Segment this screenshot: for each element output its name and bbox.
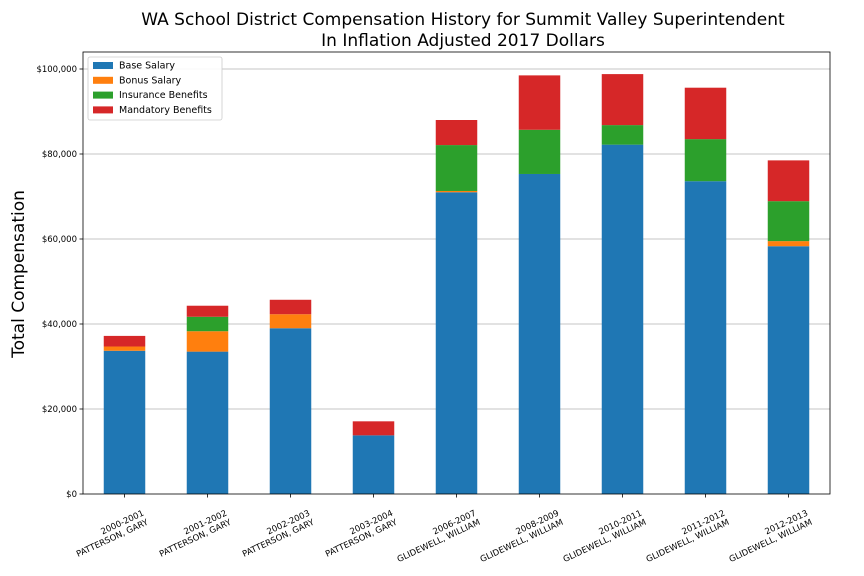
bar-segment [435,190,478,193]
x-tick-label: 2011-2012GLIDEWELL, WILLIAM [641,509,731,565]
x-tick-label: 2012-2013GLIDEWELL, WILLIAM [724,509,814,565]
x-ticks: 2000-2001PATTERSON, GARY 2001-2002PATTERS… [71,494,814,565]
bar-segment [601,125,644,145]
y-tick-label: $40,000 [42,320,77,330]
bar-segment [435,192,478,494]
legend-swatch [93,106,113,114]
bar-segment [352,421,395,436]
bar-segment [435,145,478,191]
bar-segment [352,435,395,494]
bar-segment [186,331,229,352]
y-tick-label: $20,000 [42,405,77,415]
x-tick-label: 2000-2001PATTERSON, GARY [71,508,151,559]
bars [103,74,810,494]
legend-swatch [93,62,113,69]
legend-label: Insurance Benefits [119,90,208,101]
y-tick-label: $0 [66,490,77,500]
chart-subtitle: In Inflation Adjusted 2017 Dollars [321,31,605,51]
bar-segment [435,120,478,146]
legend-label: Bonus Salary [119,75,182,86]
bar-segment [518,173,561,494]
bar-segment [767,241,810,247]
x-tick-label: 2010-2011GLIDEWELL, WILLIAM [558,509,648,565]
bar-segment [186,316,229,332]
y-tick-label: $80,000 [42,150,77,160]
x-tick-label: 2008-2009GLIDEWELL, WILLIAM [475,509,565,565]
bar-segment [684,87,727,140]
bar-segment [767,246,810,494]
bar-segment [684,139,727,182]
x-tick-label: 2002-2003PATTERSON, GARY [237,508,317,559]
bar-segment [269,328,312,494]
bar-segment [601,74,644,126]
bar-segment [767,201,810,242]
y-axis-label: Total Compensation [9,190,29,359]
y-tick-label: $100,000 [36,65,77,75]
bar-segment [601,144,644,494]
legend-swatch [93,76,113,84]
x-tick-label: 2001-2002PATTERSON, GARY [154,508,234,559]
y-ticks: $0 $20,000 $40,000 $60,000 $80,000 $100,000 [36,65,83,500]
legend-label: Base Salary [119,61,175,72]
bar-segment [186,351,229,494]
bar-segment [103,350,146,494]
chart-title: WA School District Compensation History … [141,10,785,30]
y-tick-label: $60,000 [42,235,77,245]
bar-segment [269,299,312,315]
legend-box [87,56,223,121]
x-tick-label: 2003-2004PATTERSON, GARY [320,508,400,559]
x-tick-label: 2006-2007GLIDEWELL, WILLIAM [392,509,482,565]
bar-segment [103,335,146,347]
bar-segment [518,129,561,174]
bar-segment [767,160,810,202]
bar-segment [518,75,561,130]
bar-segment [103,346,146,351]
legend: Base Salary Bonus Salary Insurance Benefit… [87,56,223,121]
bar-segment [186,305,229,317]
bar-segment [684,181,727,494]
legend-swatch [93,91,113,99]
bar-segment [269,314,312,329]
legend-label: Mandatory Benefits [119,105,212,116]
